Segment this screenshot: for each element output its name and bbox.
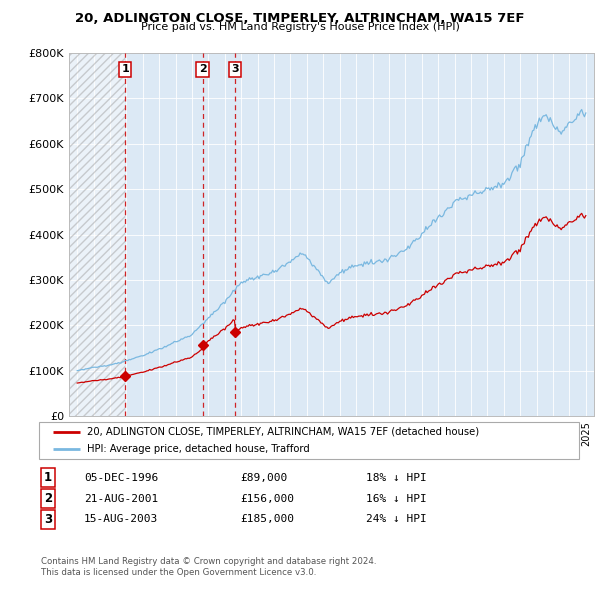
Text: 3: 3: [44, 513, 52, 526]
Text: £185,000: £185,000: [240, 514, 294, 524]
Text: £89,000: £89,000: [240, 473, 287, 483]
FancyBboxPatch shape: [39, 422, 579, 459]
Text: 20, ADLINGTON CLOSE, TIMPERLEY, ALTRINCHAM, WA15 7EF (detached house): 20, ADLINGTON CLOSE, TIMPERLEY, ALTRINCH…: [86, 427, 479, 437]
Text: 1: 1: [121, 64, 129, 74]
Text: 16% ↓ HPI: 16% ↓ HPI: [366, 494, 427, 503]
Text: 2: 2: [199, 64, 206, 74]
Text: Price paid vs. HM Land Registry's House Price Index (HPI): Price paid vs. HM Land Registry's House …: [140, 22, 460, 32]
Text: 05-DEC-1996: 05-DEC-1996: [84, 473, 158, 483]
Text: 20, ADLINGTON CLOSE, TIMPERLEY, ALTRINCHAM, WA15 7EF: 20, ADLINGTON CLOSE, TIMPERLEY, ALTRINCH…: [75, 12, 525, 25]
Text: 15-AUG-2003: 15-AUG-2003: [84, 514, 158, 524]
Polygon shape: [69, 53, 125, 416]
Text: HPI: Average price, detached house, Trafford: HPI: Average price, detached house, Traf…: [86, 444, 309, 454]
Text: 21-AUG-2001: 21-AUG-2001: [84, 494, 158, 503]
Text: 18% ↓ HPI: 18% ↓ HPI: [366, 473, 427, 483]
Text: 24% ↓ HPI: 24% ↓ HPI: [366, 514, 427, 524]
Text: This data is licensed under the Open Government Licence v3.0.: This data is licensed under the Open Gov…: [41, 568, 316, 577]
Text: 2: 2: [44, 492, 52, 505]
Text: 1: 1: [44, 471, 52, 484]
Text: £156,000: £156,000: [240, 494, 294, 503]
Text: Contains HM Land Registry data © Crown copyright and database right 2024.: Contains HM Land Registry data © Crown c…: [41, 557, 376, 566]
Text: 3: 3: [231, 64, 239, 74]
